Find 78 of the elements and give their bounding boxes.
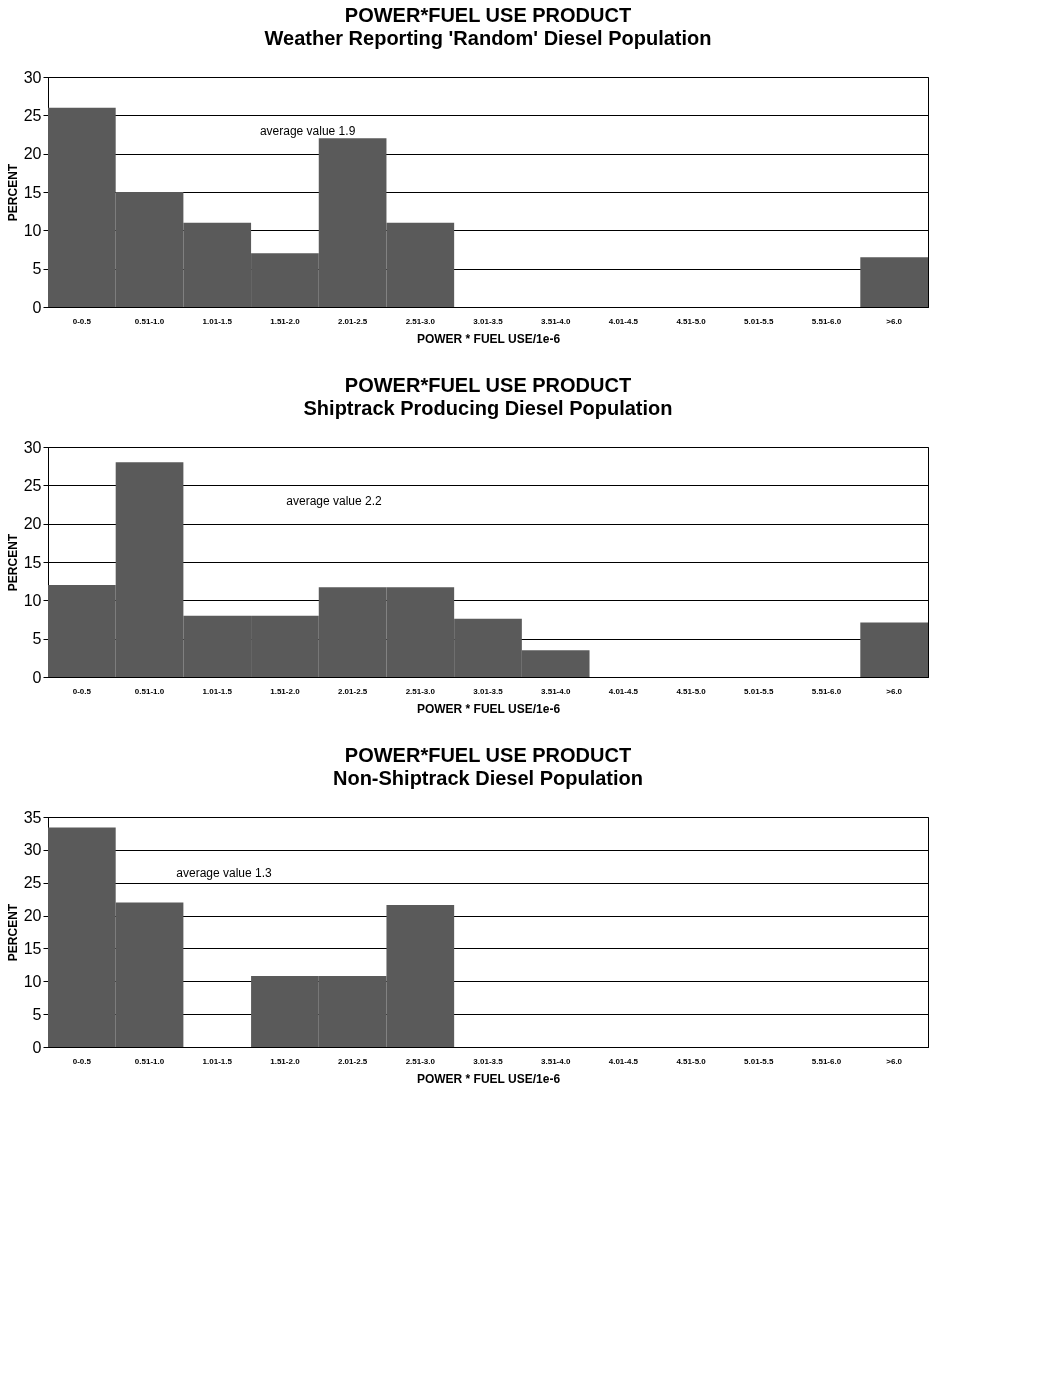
x-tick-label: 5.51-6.0 xyxy=(811,686,842,696)
x-tick-label: 1.01-1.5 xyxy=(202,1056,233,1066)
y-axis-title: PERCENT xyxy=(5,903,20,962)
x-tick-label: >6.0 xyxy=(886,1056,903,1066)
x-tick-label: 1.01-1.5 xyxy=(202,316,233,326)
x-tick-label: 0.51-1.0 xyxy=(134,686,165,696)
x-tick-label: 4.01-4.5 xyxy=(608,1056,639,1066)
x-tick-label: 3.51-4.0 xyxy=(541,686,571,696)
x-tick-label: 3.01-3.5 xyxy=(473,316,504,326)
x-tick-label: 0-0.5 xyxy=(72,686,92,696)
y-tick-label: 20 xyxy=(23,515,42,533)
y-tick-label: 30 xyxy=(23,438,42,456)
x-tick-label: 3.51-4.0 xyxy=(541,316,571,326)
x-axis-title: POWER * FUEL USE/1e-6 xyxy=(416,701,561,716)
y-tick-label: 30 xyxy=(23,68,42,86)
x-tick-label: 2.51-3.0 xyxy=(405,1056,436,1066)
chart-subtitle: Non-Shiptrack Diesel Population xyxy=(332,767,644,789)
x-tick-label: 4.01-4.5 xyxy=(608,686,639,696)
y-tick-label: 30 xyxy=(23,841,42,859)
annotation: average value 2.2 xyxy=(286,494,383,509)
y-axis-title: PERCENT xyxy=(5,533,20,592)
x-tick-label: 5.51-6.0 xyxy=(811,316,842,326)
y-tick-label: 5 xyxy=(32,260,42,278)
y-tick-label: 20 xyxy=(23,145,42,163)
y-tick-label: 0 xyxy=(32,668,42,686)
y-tick-label: 20 xyxy=(23,907,42,925)
x-tick-label: 4.51-5.0 xyxy=(676,316,707,326)
y-axis-title: PERCENT xyxy=(5,163,20,222)
annotation: average value 1.3 xyxy=(176,866,273,881)
x-tick-label: 4.51-5.0 xyxy=(676,1056,707,1066)
y-tick-label: 10 xyxy=(23,221,42,239)
x-tick-label: 1.51-2.0 xyxy=(270,686,301,696)
y-tick-label: 15 xyxy=(23,183,42,201)
x-tick-label: 1.51-2.0 xyxy=(270,1056,301,1066)
y-tick-label: 25 xyxy=(23,476,42,494)
bar xyxy=(860,257,928,307)
x-tick-label: 5.01-5.5 xyxy=(744,316,774,326)
x-tick-label: 4.01-4.5 xyxy=(608,316,639,326)
x-tick-label: 3.51-4.0 xyxy=(541,1056,571,1066)
x-tick-label: 1.51-2.0 xyxy=(270,316,301,326)
y-tick-label: 10 xyxy=(23,591,42,609)
x-tick-label: 0-0.5 xyxy=(72,316,92,326)
x-tick-label: 0.51-1.0 xyxy=(134,316,165,326)
chart-subtitle: Shiptrack Producing Diesel Population xyxy=(303,397,673,419)
x-axis-title: POWER * FUEL USE/1e-6 xyxy=(416,1071,561,1086)
x-tick-label: >6.0 xyxy=(886,686,903,696)
y-tick-label: 25 xyxy=(23,106,42,124)
y-tick-label: 0 xyxy=(32,298,42,316)
x-tick-label: 0-0.5 xyxy=(72,1056,92,1066)
y-tick-label: 15 xyxy=(23,939,42,957)
y-tick-label: 0 xyxy=(32,1038,42,1056)
y-tick-label: 25 xyxy=(23,874,42,892)
annotation: average value 1.9 xyxy=(259,124,356,139)
y-tick-label: 10 xyxy=(23,972,42,990)
x-tick-label: 2.51-3.0 xyxy=(405,686,436,696)
chart-title: POWER*FUEL USE PRODUCT xyxy=(344,374,632,396)
chart-title: POWER*FUEL USE PRODUCT xyxy=(344,744,632,766)
x-tick-label: 2.01-2.5 xyxy=(337,1056,368,1066)
x-tick-label: 5.51-6.0 xyxy=(811,1056,842,1066)
chart-subtitle: Weather Reporting 'Random' Diesel Population xyxy=(264,27,712,49)
x-tick-label: 0.51-1.0 xyxy=(134,1056,165,1066)
x-tick-label: 2.51-3.0 xyxy=(405,316,436,326)
x-tick-label: 2.01-2.5 xyxy=(337,316,368,326)
y-tick-label: 35 xyxy=(23,808,42,826)
x-tick-label: 5.01-5.5 xyxy=(744,686,774,696)
x-tick-label: 3.01-3.5 xyxy=(473,1056,504,1066)
x-tick-label: 1.01-1.5 xyxy=(202,686,233,696)
bar xyxy=(860,622,928,677)
x-tick-label: 5.01-5.5 xyxy=(744,1056,774,1066)
chart-title: POWER*FUEL USE PRODUCT xyxy=(344,4,632,26)
y-tick-label: 15 xyxy=(23,553,42,571)
x-axis-title: POWER * FUEL USE/1e-6 xyxy=(416,331,561,346)
y-tick-label: 5 xyxy=(32,630,42,648)
x-tick-label: >6.0 xyxy=(886,316,903,326)
x-tick-label: 2.01-2.5 xyxy=(337,686,368,696)
x-tick-label: 4.51-5.0 xyxy=(676,686,707,696)
x-tick-label: 3.01-3.5 xyxy=(473,686,504,696)
y-tick-label: 5 xyxy=(32,1005,42,1023)
